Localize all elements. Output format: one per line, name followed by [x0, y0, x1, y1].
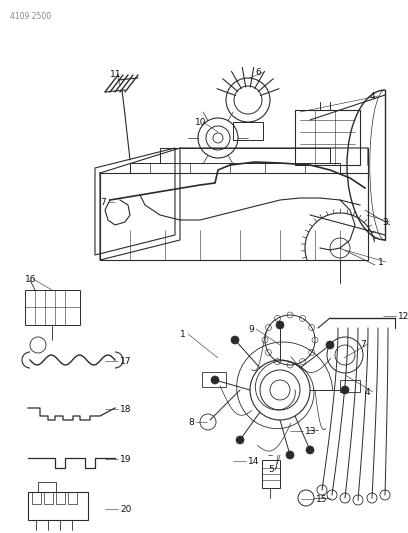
Bar: [56, 492, 65, 504]
Text: 9: 9: [248, 325, 254, 334]
Text: 6: 6: [255, 68, 261, 77]
Text: 13: 13: [305, 427, 317, 436]
Bar: [295, 110, 360, 165]
Text: 1: 1: [180, 330, 186, 339]
Text: 17: 17: [120, 357, 131, 366]
Text: 19: 19: [120, 455, 131, 464]
Bar: [233, 122, 263, 140]
Text: 12: 12: [398, 312, 408, 321]
Text: 14: 14: [248, 457, 259, 466]
Circle shape: [276, 321, 284, 329]
Text: 1: 1: [378, 258, 384, 267]
Text: 10: 10: [195, 118, 206, 127]
Circle shape: [211, 376, 219, 384]
Text: 4109 2500: 4109 2500: [10, 12, 51, 21]
Text: 3: 3: [382, 218, 388, 227]
Bar: [28, 492, 88, 520]
Text: 20: 20: [120, 505, 131, 514]
Bar: [38, 482, 56, 492]
Text: 18: 18: [120, 405, 131, 414]
Text: 5: 5: [268, 465, 274, 474]
Circle shape: [286, 451, 294, 459]
Bar: [32, 492, 41, 504]
Bar: [68, 492, 77, 504]
Circle shape: [326, 341, 334, 349]
Text: 4: 4: [365, 388, 370, 397]
Text: 4: 4: [370, 92, 376, 101]
Text: 16: 16: [25, 275, 36, 284]
Bar: [340, 380, 360, 392]
Circle shape: [236, 436, 244, 444]
Circle shape: [341, 386, 349, 394]
Circle shape: [231, 336, 239, 344]
Bar: [25, 290, 80, 325]
Bar: [202, 372, 226, 387]
Text: 11: 11: [110, 70, 122, 79]
Text: 15: 15: [316, 495, 328, 504]
Bar: [262, 460, 280, 488]
Circle shape: [306, 446, 314, 454]
Bar: [44, 492, 53, 504]
Text: 7: 7: [100, 198, 106, 207]
Text: 8: 8: [188, 418, 194, 427]
Text: 7: 7: [360, 340, 366, 349]
